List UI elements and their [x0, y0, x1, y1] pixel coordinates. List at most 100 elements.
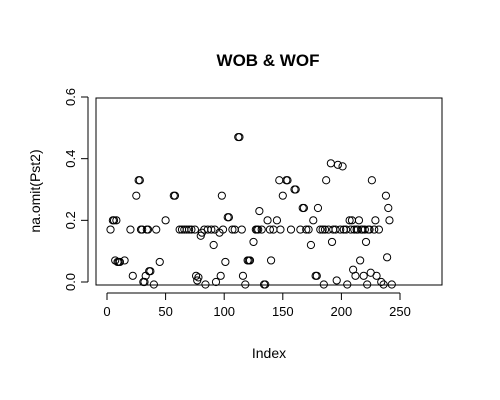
chart-title: WOB & WOF — [217, 51, 320, 70]
x-tick-label: 50 — [158, 304, 172, 319]
data-point — [106, 225, 115, 234]
x-tick-label: 150 — [272, 304, 294, 319]
data-point — [257, 225, 266, 234]
data-point — [182, 225, 191, 234]
data-point — [249, 237, 258, 247]
data-point — [265, 225, 275, 234]
data-point — [254, 225, 263, 234]
data-point — [306, 240, 316, 250]
data-point — [318, 225, 327, 234]
data-point — [235, 132, 244, 142]
data-point — [140, 277, 149, 287]
data-point — [384, 203, 393, 213]
data-point — [237, 225, 246, 234]
data-point — [138, 225, 147, 234]
data-point — [126, 225, 135, 234]
data-point — [381, 191, 391, 200]
data-point — [221, 257, 230, 267]
data-point — [161, 216, 170, 225]
data-point — [299, 203, 308, 213]
data-point — [187, 225, 196, 234]
data-point — [276, 225, 285, 234]
data-point — [128, 271, 137, 280]
data-point — [354, 216, 364, 225]
data-point — [216, 271, 225, 280]
x-tick-label: 250 — [389, 304, 411, 319]
x-tick-label: 100 — [213, 304, 235, 319]
data-point — [374, 225, 384, 234]
data-point — [296, 225, 305, 234]
data-point — [302, 225, 311, 234]
data-point — [312, 271, 321, 280]
data-point — [371, 216, 380, 225]
data-point — [379, 280, 388, 289]
data-point — [367, 176, 376, 185]
data-point — [286, 225, 296, 234]
data-point — [319, 280, 328, 289]
data-point — [132, 191, 141, 200]
data-point — [218, 225, 228, 234]
data-point — [309, 216, 318, 225]
data-point — [332, 276, 341, 285]
data-point — [261, 280, 270, 289]
data-points — [106, 132, 396, 289]
data-point — [359, 271, 368, 280]
data-point — [331, 225, 340, 234]
data-point — [345, 216, 354, 225]
data-point — [370, 225, 379, 234]
data-point — [343, 280, 352, 289]
data-point — [143, 225, 153, 234]
y-tick-label: 0.4 — [63, 150, 78, 168]
data-point — [238, 271, 248, 280]
data-point — [320, 225, 330, 234]
y-axis-label: na.omit(Pst2) — [27, 149, 43, 232]
data-point — [149, 280, 158, 289]
data-point — [283, 176, 292, 185]
x-tick-label: 200 — [331, 304, 353, 319]
x-axis-label: Index — [252, 345, 286, 361]
data-point — [115, 257, 124, 267]
data-point — [245, 256, 255, 265]
data-point — [377, 277, 386, 287]
y-axis: 0.0 0.2 0.4 0.6 — [63, 88, 89, 291]
data-point — [146, 267, 155, 276]
data-point — [228, 225, 237, 234]
data-point — [387, 280, 396, 289]
data-point — [109, 216, 119, 225]
data-point — [224, 213, 233, 222]
data-point — [255, 206, 264, 216]
data-point — [209, 240, 218, 250]
data-point — [155, 257, 164, 267]
y-tick-label: 0.2 — [63, 211, 78, 229]
data-point — [278, 191, 287, 200]
data-point — [112, 216, 121, 225]
data-point — [184, 225, 194, 234]
data-point — [241, 280, 250, 289]
data-point — [120, 256, 129, 265]
data-point — [266, 256, 276, 265]
data-point — [322, 176, 331, 185]
x-tick-label: 0 — [103, 304, 110, 319]
data-point — [360, 225, 369, 234]
data-point — [313, 203, 323, 213]
data-point — [351, 271, 360, 280]
data-point — [272, 216, 282, 225]
data-point — [152, 225, 161, 234]
data-point — [201, 280, 210, 289]
x-axis: 0 50 100 150 200 250 — [103, 292, 411, 319]
data-point — [194, 273, 203, 282]
data-point — [385, 216, 394, 225]
data-point — [217, 191, 226, 200]
data-point — [327, 237, 337, 247]
data-point — [365, 225, 374, 234]
data-point — [356, 256, 365, 265]
data-point — [316, 225, 325, 234]
data-point — [338, 162, 347, 171]
data-point — [336, 225, 345, 234]
data-point — [211, 277, 221, 287]
data-point — [291, 185, 300, 194]
data-point — [326, 159, 335, 168]
data-point — [263, 216, 272, 225]
data-point — [333, 160, 342, 169]
